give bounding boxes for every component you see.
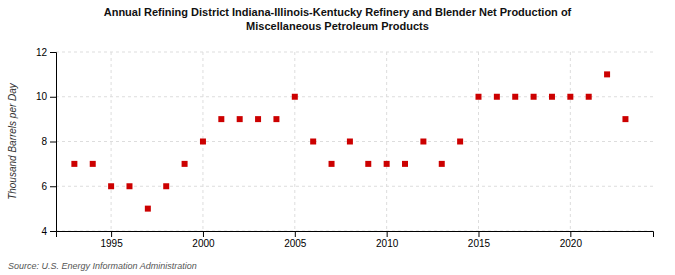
x-tick-label: 1995 bbox=[100, 238, 123, 249]
y-tick: 12 bbox=[36, 47, 56, 58]
grid-line bbox=[478, 52, 479, 231]
y-tick: 8 bbox=[41, 136, 56, 147]
grid-line bbox=[386, 52, 387, 231]
y-tick: 4 bbox=[41, 226, 56, 237]
grid-line bbox=[111, 52, 112, 231]
point bbox=[567, 94, 573, 100]
point bbox=[622, 116, 628, 122]
x-axis-line bbox=[57, 232, 654, 238]
grid-line bbox=[56, 52, 653, 53]
y-axis-line bbox=[50, 53, 57, 232]
grid-line bbox=[56, 186, 653, 187]
y-tick: 10 bbox=[36, 91, 56, 102]
x-tick-label: 2020 bbox=[560, 238, 583, 249]
x-tick: 2015 bbox=[468, 231, 491, 249]
point bbox=[310, 139, 316, 145]
y-tick-mark bbox=[50, 52, 56, 53]
points bbox=[71, 71, 628, 211]
x-tick: 2020 bbox=[560, 231, 583, 249]
x-tick: 1995 bbox=[100, 231, 123, 249]
title: Annual Refining District Indiana-Illinoi… bbox=[104, 6, 572, 32]
point bbox=[347, 139, 353, 145]
grid bbox=[56, 52, 653, 231]
y-tick-mark bbox=[50, 97, 56, 98]
point bbox=[255, 116, 261, 122]
x-tick-label: 2000 bbox=[192, 238, 215, 249]
y-tick: 6 bbox=[41, 181, 56, 192]
point bbox=[218, 116, 224, 122]
point bbox=[108, 183, 114, 189]
x-tick-label: 2010 bbox=[376, 238, 399, 249]
y-axis: 4 6 8 10 12 bbox=[36, 47, 57, 237]
point bbox=[604, 71, 610, 77]
point bbox=[586, 94, 592, 100]
y-tick-label: 12 bbox=[36, 47, 48, 58]
x-tick-mark bbox=[478, 231, 479, 237]
x-tick-label: 2005 bbox=[284, 238, 307, 249]
point bbox=[384, 161, 390, 167]
y-axis-title: Thousand Barrels per Day bbox=[7, 82, 18, 200]
point bbox=[182, 161, 188, 167]
grid-line bbox=[294, 52, 295, 231]
point bbox=[439, 161, 445, 167]
point bbox=[512, 94, 518, 100]
y-tick-mark bbox=[50, 231, 56, 232]
point bbox=[145, 206, 151, 212]
point bbox=[237, 116, 243, 122]
y-tick-mark bbox=[50, 186, 56, 187]
grid-line bbox=[56, 141, 653, 142]
point bbox=[549, 94, 555, 100]
x-tick-mark bbox=[387, 231, 388, 237]
x-tick: 2000 bbox=[192, 231, 215, 249]
point bbox=[292, 94, 298, 100]
grid-line bbox=[570, 52, 571, 231]
point bbox=[163, 183, 169, 189]
point bbox=[420, 139, 426, 145]
x-tick-label: 2015 bbox=[468, 238, 491, 249]
x-axis: 1995 2000 2005 2010 2015 2020 bbox=[57, 231, 654, 249]
x-tick-mark bbox=[570, 231, 571, 237]
x-tick-mark bbox=[203, 231, 204, 237]
y-tick-label: 6 bbox=[41, 181, 47, 192]
point bbox=[90, 161, 96, 167]
point bbox=[457, 139, 463, 145]
y-tick-mark bbox=[50, 142, 56, 143]
x-tick-mark bbox=[111, 231, 112, 237]
y-tick-label: 10 bbox=[36, 91, 48, 102]
x-tick: 2010 bbox=[376, 231, 399, 249]
y-tick-label: 4 bbox=[41, 226, 47, 237]
point bbox=[200, 139, 206, 145]
point bbox=[126, 183, 132, 189]
point bbox=[531, 94, 537, 100]
x-tick-mark bbox=[295, 231, 296, 237]
point bbox=[71, 161, 77, 167]
source-note: Source: U.S. Energy Information Administ… bbox=[8, 261, 197, 271]
chart: Annual Refining District Indiana-Illinoi… bbox=[0, 0, 675, 275]
point bbox=[402, 161, 408, 167]
grid-line bbox=[56, 96, 653, 97]
point bbox=[273, 116, 279, 122]
point bbox=[329, 161, 335, 167]
point bbox=[494, 94, 500, 100]
plot-area: 1995 2000 2005 2010 2015 2020 4 6 8 10 12 bbox=[36, 47, 654, 249]
point bbox=[475, 94, 481, 100]
point bbox=[365, 161, 371, 167]
y-tick-label: 8 bbox=[41, 136, 47, 147]
x-tick: 2005 bbox=[284, 231, 307, 249]
